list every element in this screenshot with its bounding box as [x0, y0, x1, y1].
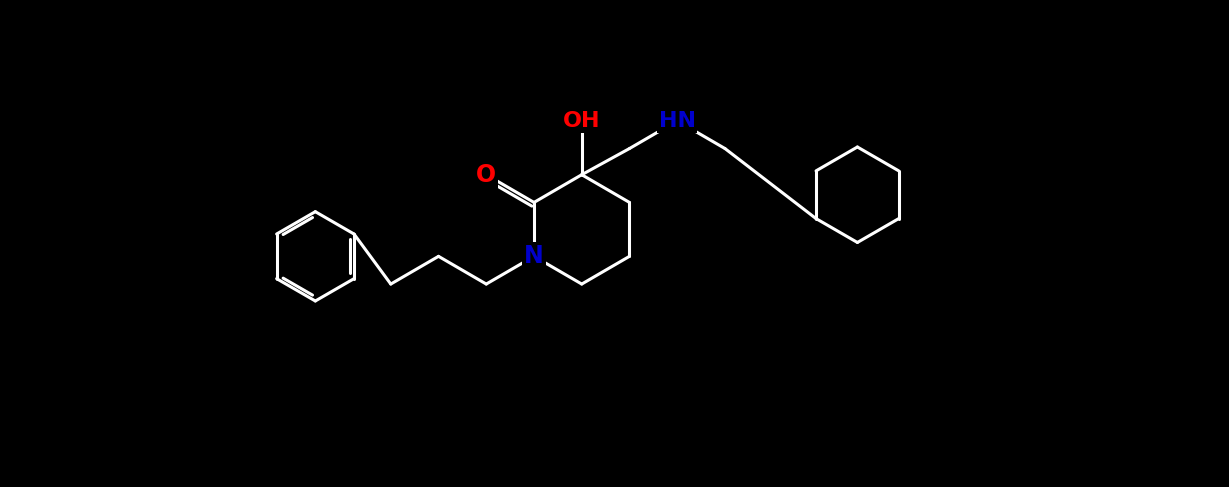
Text: HN: HN — [659, 111, 696, 131]
Text: N: N — [524, 244, 544, 268]
Text: OH: OH — [563, 111, 601, 131]
Text: O: O — [476, 163, 497, 187]
